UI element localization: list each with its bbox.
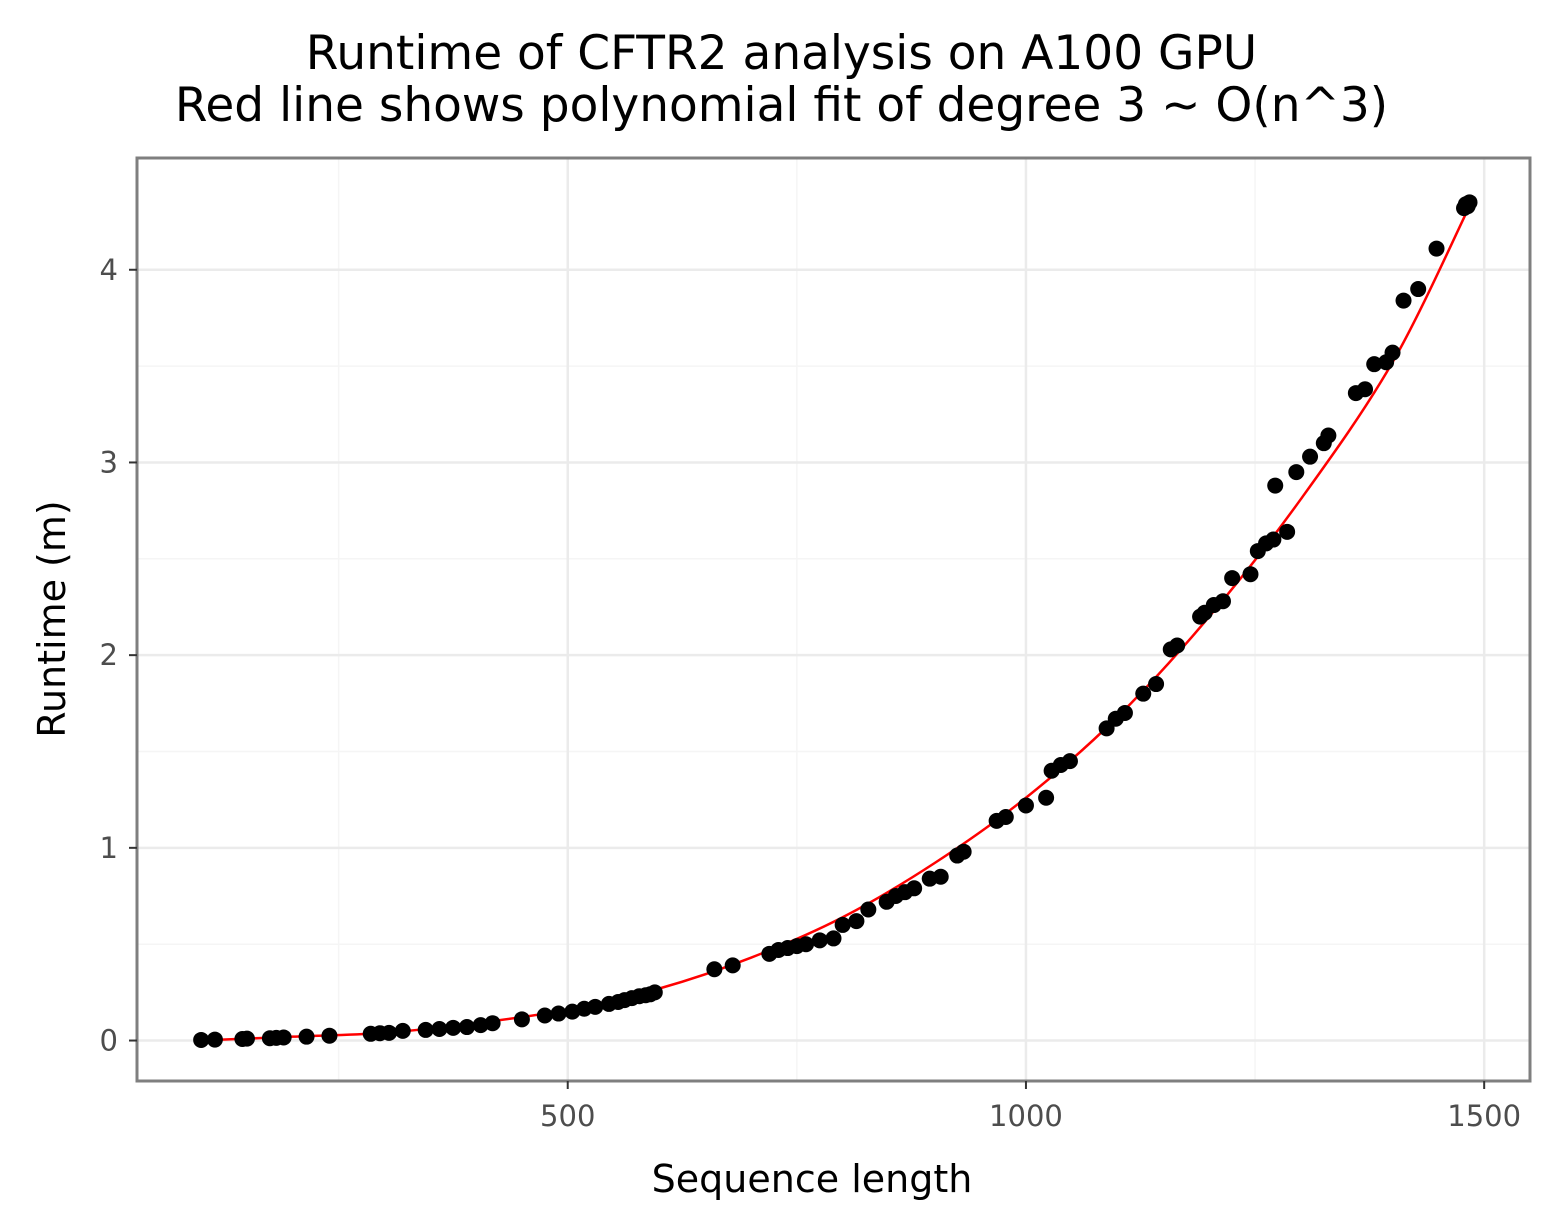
data-point — [1279, 523, 1296, 540]
data-point — [298, 1028, 315, 1045]
data-point — [1320, 427, 1337, 444]
chart-subtitle: Red line shows polynomial fit of degree … — [174, 78, 1389, 133]
data-point — [1038, 789, 1055, 806]
data-point — [1384, 344, 1401, 361]
data-point — [238, 1030, 255, 1047]
data-point — [1395, 292, 1412, 309]
data-point — [431, 1020, 448, 1037]
x-axis-label: Sequence length — [652, 1157, 973, 1201]
data-point — [1428, 240, 1445, 257]
data-point — [1357, 381, 1374, 398]
data-point — [513, 1011, 530, 1028]
data-point — [321, 1027, 338, 1044]
data-point — [1288, 464, 1305, 481]
data-point — [206, 1031, 223, 1048]
data-point — [860, 901, 877, 918]
fit-line-group — [201, 205, 1471, 1042]
data-point — [1267, 477, 1284, 494]
data-point — [587, 998, 604, 1015]
y-tick-label: 3 — [100, 445, 118, 479]
x-tick-label: 1500 — [1447, 1099, 1521, 1133]
data-points — [193, 194, 1478, 1048]
data-point — [394, 1022, 411, 1039]
data-point — [445, 1019, 462, 1036]
data-point — [1214, 593, 1231, 610]
data-point — [1135, 685, 1152, 702]
y-tick-label: 2 — [100, 638, 118, 672]
data-point — [1366, 356, 1383, 373]
x-axis-ticks: 500 1000 1500 — [540, 1081, 1521, 1133]
data-point — [275, 1029, 292, 1046]
data-point — [1116, 704, 1133, 721]
panel-border — [135, 156, 1532, 1083]
data-point — [1265, 531, 1282, 548]
grid-lines — [137, 158, 1530, 1081]
data-point — [646, 984, 663, 1001]
data-point — [536, 1007, 553, 1024]
y-tick-label: 1 — [100, 831, 118, 865]
data-point — [798, 936, 815, 953]
data-point — [1148, 676, 1165, 693]
data-point — [472, 1017, 489, 1034]
data-point — [932, 868, 949, 885]
data-point — [955, 843, 972, 860]
data-point — [193, 1031, 210, 1048]
x-tick-label: 1000 — [989, 1099, 1063, 1133]
data-point — [1061, 753, 1078, 770]
data-point — [417, 1021, 434, 1038]
data-point — [1242, 566, 1259, 583]
data-point — [825, 930, 842, 947]
chart-title: Runtime of CFTR2 analysis on A100 GPU — [305, 26, 1258, 81]
x-tick-label: 500 — [540, 1099, 595, 1133]
data-point — [1224, 570, 1241, 587]
data-point — [848, 913, 865, 930]
data-point — [834, 916, 851, 933]
data-point — [1169, 637, 1186, 654]
data-point — [724, 957, 741, 974]
data-point — [906, 880, 923, 897]
data-point — [1017, 797, 1034, 814]
data-point — [706, 961, 723, 978]
data-point — [811, 932, 828, 949]
y-axis-ticks: 0 1 2 3 4 — [100, 253, 137, 1058]
data-point — [381, 1024, 398, 1041]
data-point — [458, 1019, 475, 1036]
fit-line — [201, 205, 1471, 1042]
data-point — [1461, 194, 1478, 211]
y-tick-label: 0 — [100, 1024, 118, 1058]
data-point — [550, 1005, 567, 1022]
data-point — [484, 1015, 501, 1032]
data-point — [1302, 448, 1319, 465]
data-point — [1410, 281, 1427, 298]
y-axis-label: Runtime (m) — [30, 500, 74, 737]
data-point — [997, 809, 1014, 826]
y-tick-label: 4 — [100, 253, 118, 287]
